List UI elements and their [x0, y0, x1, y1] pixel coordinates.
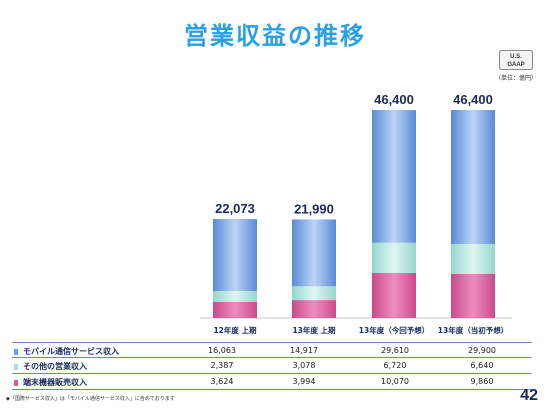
table-cell: 29,900: [468, 346, 496, 355]
bar-segment: [372, 110, 416, 243]
bar-segment: [213, 291, 257, 302]
row-label: モバイル通信サービス収入: [14, 346, 119, 357]
table-cell: 3,078: [292, 361, 316, 370]
table-cell: 2,387: [210, 361, 234, 370]
unit-label: （単位：億円）: [494, 75, 537, 82]
bar-segment: [292, 300, 336, 318]
bar-segment: [372, 272, 416, 318]
table-row: その他の営業収入 2,387 3,078 6,720 6,640: [12, 358, 532, 374]
row-label-text: 端末機器販売収入: [23, 378, 87, 387]
table-row: モバイル通信サービス収入 16,063 14,917 29,610 29,900: [12, 342, 532, 358]
legend-swatch: [14, 348, 18, 355]
table-cell: 6,720: [383, 361, 407, 370]
total-label: 46,400: [374, 92, 414, 107]
total-label: 21,990: [294, 201, 334, 216]
badge-line-1: U.S.: [510, 54, 522, 60]
table-row: 端末機器販売収入 3,624 3,994 10,070 9,860: [12, 374, 532, 390]
row-label: 端末機器販売収入: [14, 377, 87, 388]
table-cell: 9,860: [470, 377, 494, 386]
row-label-text: その他の営業収入: [23, 362, 87, 371]
page-number: 42: [520, 387, 538, 404]
total-label: 22,073: [215, 201, 255, 216]
legend-swatch: [14, 379, 18, 386]
category-label: 13年度 上期: [292, 325, 336, 335]
bar-segment: [372, 242, 416, 273]
category-label: 13年度（今回予想）: [359, 325, 429, 335]
table-cell: 3,624: [210, 377, 234, 386]
bar-segment: [292, 219, 336, 287]
table-cell: 16,063: [208, 346, 236, 355]
badge-line-2: GAAP: [507, 62, 525, 68]
bar-segment: [451, 244, 495, 274]
us-gaap-badge: U.S. GAAP: [499, 50, 533, 70]
bar-segment: [213, 219, 257, 292]
bar-segment: [213, 301, 257, 318]
table-cell: 14,917: [290, 346, 318, 355]
category-label: 13年度（当初予想）: [438, 325, 508, 335]
legend-swatch: [14, 363, 18, 370]
table-cell: 3,994: [292, 377, 316, 386]
data-table: モバイル通信サービス収入 16,063 14,917 29,610 29,900…: [12, 342, 532, 390]
table-cell: 10,070: [381, 377, 409, 386]
row-label: その他の営業収入: [14, 361, 87, 372]
bar-segment: [451, 273, 495, 318]
row-label-text: モバイル通信サービス収入: [23, 347, 119, 356]
footnote: ◆「国際サービス収入」は「モバイル通信サービス収入」に含めております: [6, 396, 175, 402]
category-label: 12年度 上期: [213, 325, 257, 335]
table-cell: 29,610: [381, 346, 409, 355]
bar-segment: [451, 110, 495, 245]
page-title: 営業収益の推移: [184, 22, 366, 50]
bar-segment: [292, 286, 336, 301]
table-cell: 6,640: [470, 361, 494, 370]
total-label: 46,400: [453, 92, 493, 107]
